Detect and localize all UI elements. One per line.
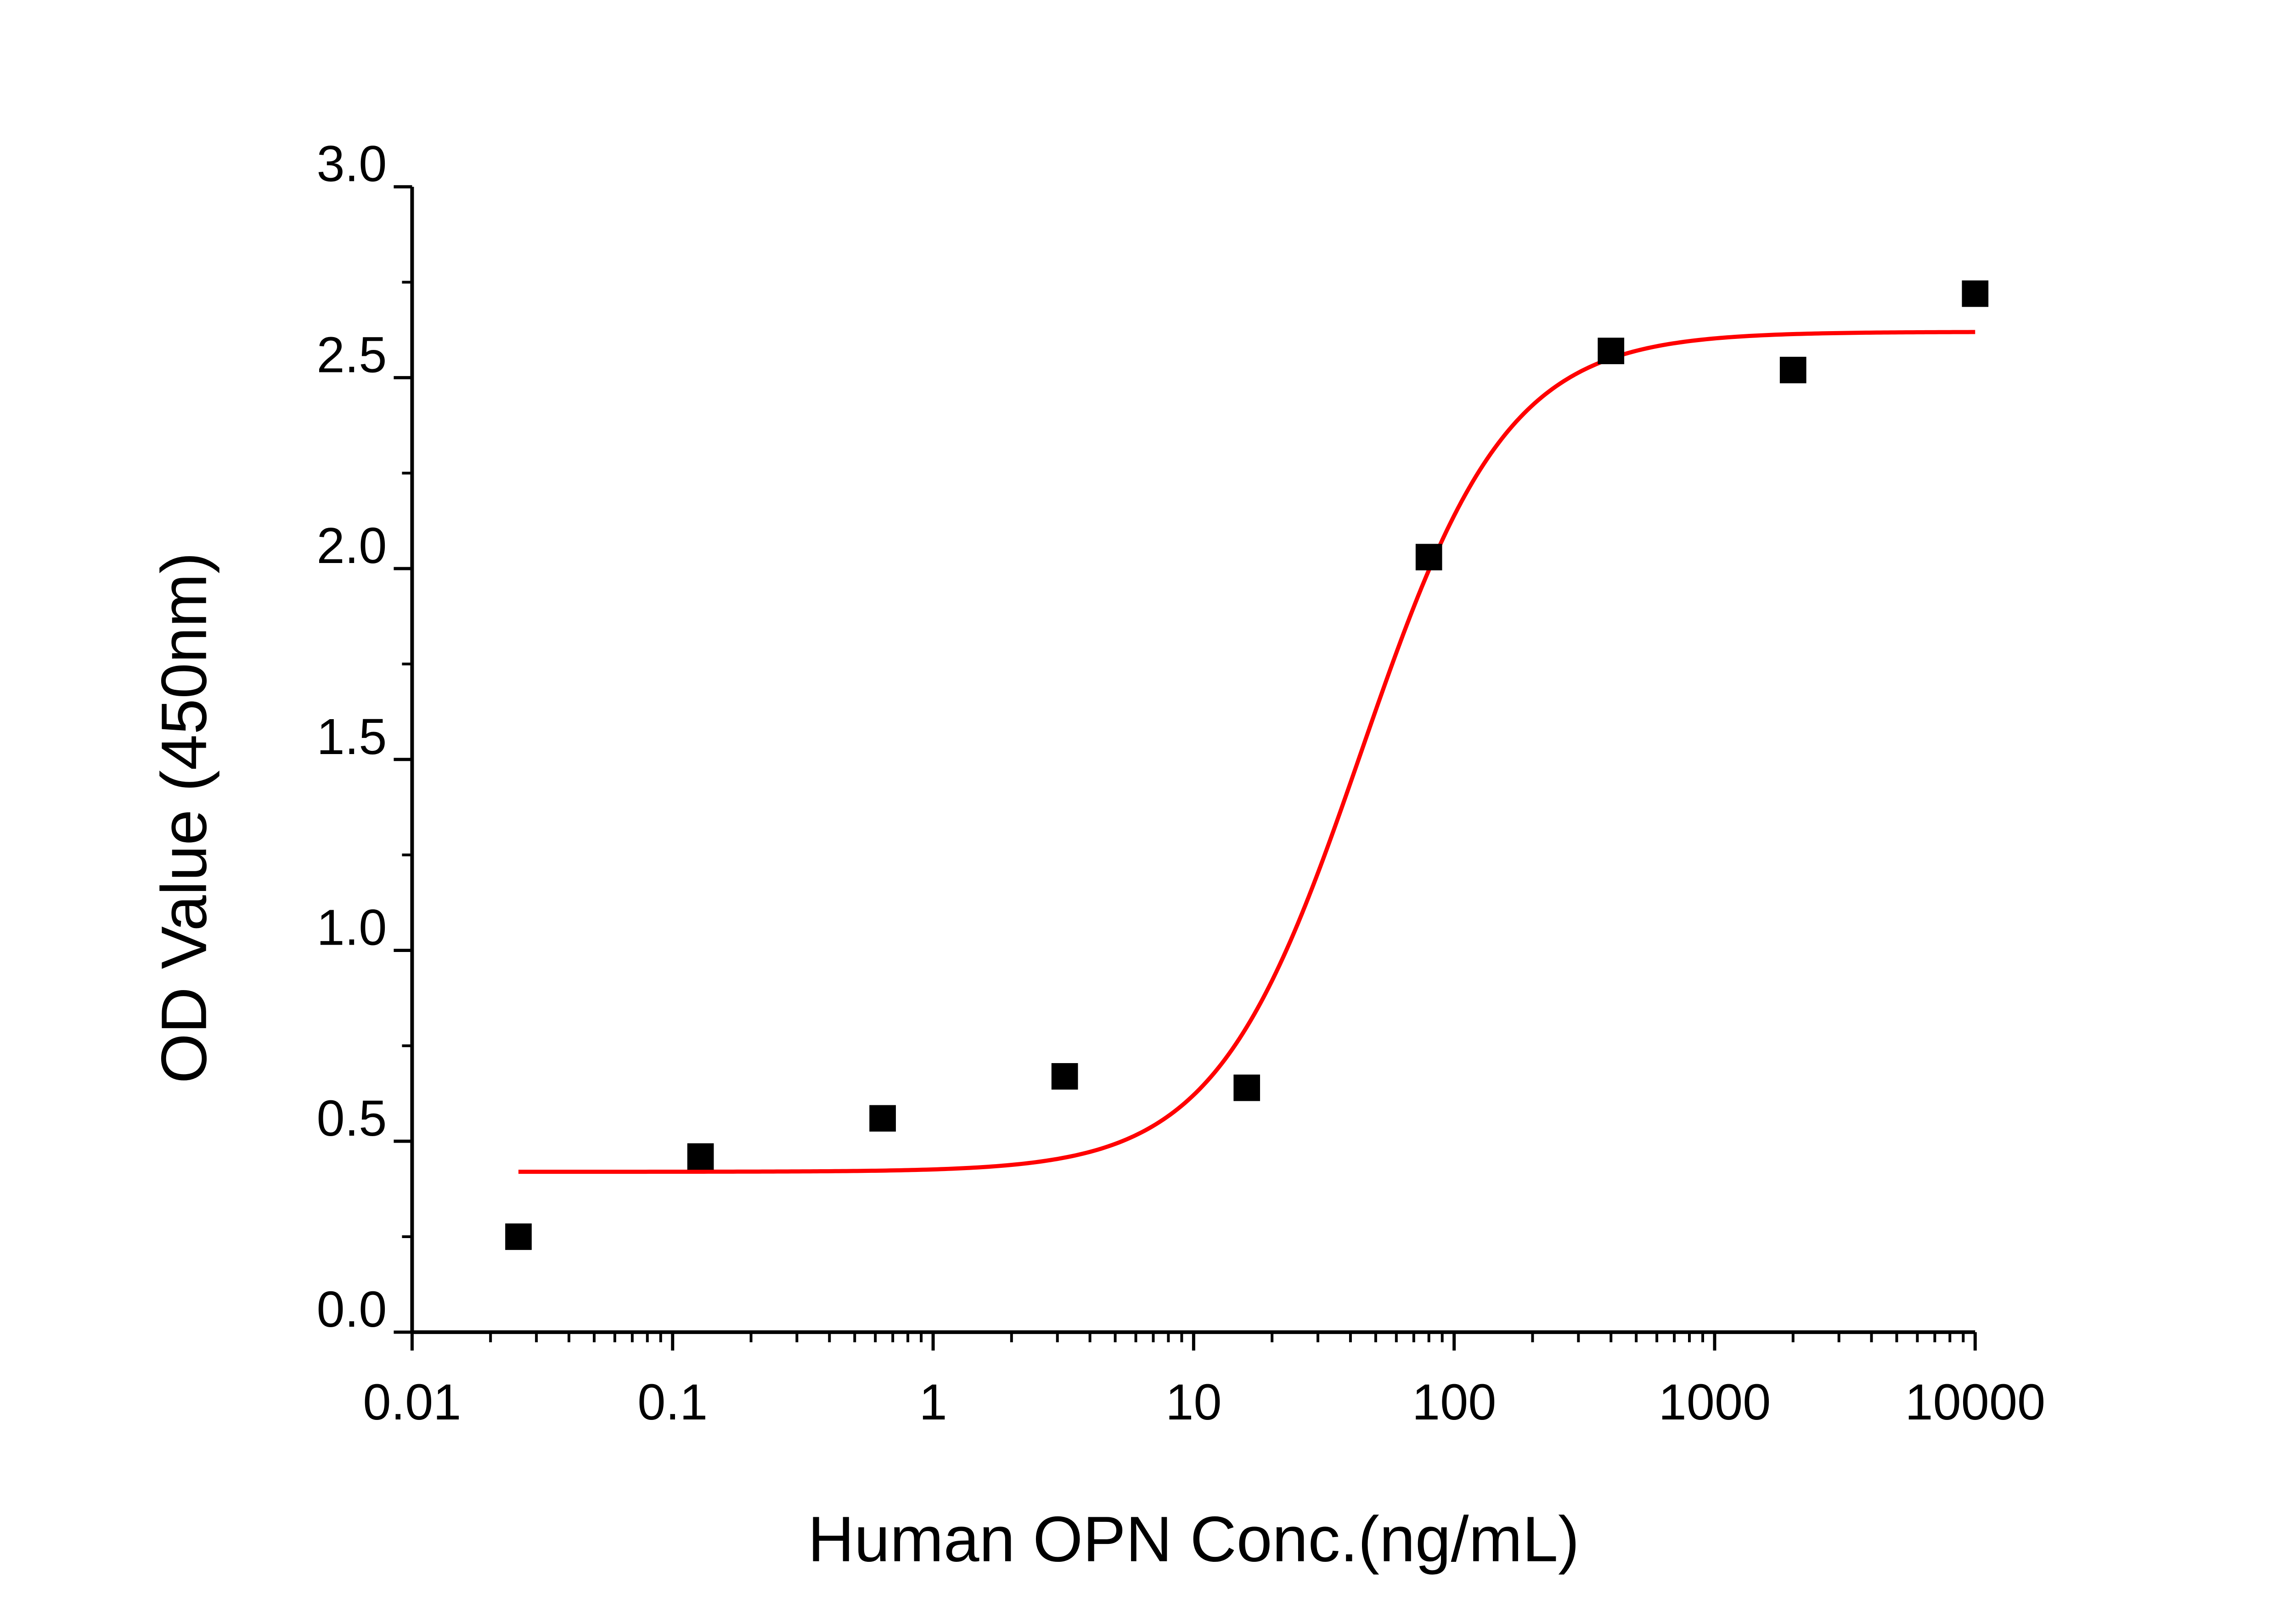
x-tick-label: 0.1 xyxy=(637,1374,708,1430)
y-tick-label: 0.5 xyxy=(317,1090,387,1147)
y-axis-ticks: 0.0 0.5 1.0 1.5 2.0 2.5 3.0 xyxy=(317,136,412,1338)
y-tick-label: 1.5 xyxy=(317,709,387,765)
data-point xyxy=(1598,338,1625,365)
x-tick-label: 1000 xyxy=(1659,1374,1771,1430)
x-axis-ticks: 0.01 0.1 1 10 100 1000 10000 xyxy=(363,1332,2045,1430)
x-axis-title: Human OPN Conc.(ng/mL) xyxy=(808,1503,1580,1575)
data-point xyxy=(1962,280,1989,307)
y-tick-label: 1.0 xyxy=(317,899,387,956)
data-point xyxy=(687,1143,714,1170)
y-tick-label: 2.0 xyxy=(317,518,387,574)
data-point xyxy=(1233,1074,1261,1101)
data-points-layer xyxy=(505,280,1989,1250)
y-tick-label: 0.0 xyxy=(317,1281,387,1338)
x-tick-label: 0.01 xyxy=(363,1374,461,1430)
y-axis-title: OD Value (450nm) xyxy=(148,552,220,1083)
data-point xyxy=(1779,356,1806,383)
data-point xyxy=(505,1223,532,1250)
plot-area xyxy=(410,186,1975,1334)
x-tick-label: 100 xyxy=(1412,1374,1497,1430)
data-point xyxy=(869,1105,896,1132)
x-tick-label: 1 xyxy=(919,1374,947,1430)
x-tick-label: 10000 xyxy=(1905,1374,2045,1430)
x-tick-label: 10 xyxy=(1165,1374,1221,1430)
fit-curve-layer xyxy=(518,330,1975,1174)
data-point xyxy=(1051,1063,1078,1090)
y-tick-label: 2.5 xyxy=(317,327,387,383)
data-point xyxy=(1415,544,1442,570)
y-tick-label: 3.0 xyxy=(317,136,387,192)
fit-curve xyxy=(518,330,1975,1174)
